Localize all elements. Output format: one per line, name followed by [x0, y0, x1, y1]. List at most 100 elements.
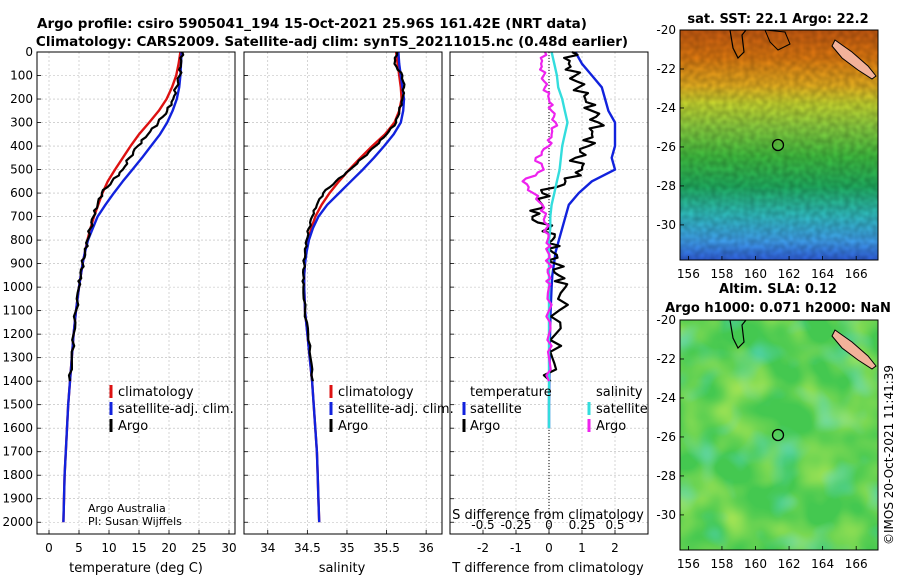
sst-texture — [680, 30, 878, 260]
sst-map-title: sat. SST: 22.1 Argo: 22.2 — [687, 12, 868, 27]
salinity-legend: climatology satellite-adj. clim. Argo — [329, 385, 454, 434]
salinity-lines — [301, 51, 406, 523]
x-tick-label: 25 — [191, 541, 206, 555]
sla-low-anomaly — [680, 320, 878, 550]
x-tick-label: 34 — [260, 541, 275, 555]
y-tick-label: 2000 — [2, 515, 33, 529]
y-tick-label: 1200 — [2, 327, 33, 341]
map-y-tick-label: -28 — [656, 179, 676, 193]
y-tick-label: 200 — [10, 92, 33, 106]
legend-label-t-argo: Argo — [470, 419, 500, 434]
sla-coastline — [729, 320, 747, 350]
map-x-tick-label: 160 — [744, 557, 767, 571]
legend-label-s-sat: satellite — [596, 402, 648, 417]
map-y-tick-label: -20 — [656, 23, 676, 37]
salinity-xlabel: salinity — [319, 561, 366, 576]
map-y-tick-label: -22 — [656, 352, 676, 366]
y-tick-label: 1300 — [2, 351, 33, 365]
sst-frame — [679, 29, 879, 261]
x-tick-label: 20 — [161, 541, 176, 555]
sst-coastline-2 — [764, 30, 791, 51]
map-y-tick-label: -28 — [656, 469, 676, 483]
legend-label-clim: climatology — [118, 385, 194, 400]
y-tick-label: 1900 — [2, 492, 33, 506]
series-line-argo — [67, 51, 185, 382]
x-tick-label: 30 — [221, 541, 236, 555]
legend-label-t-sat: satellite — [470, 402, 522, 417]
legend-label-argo: Argo — [338, 419, 368, 434]
difference-lines — [521, 51, 617, 429]
map-x-tick-label: 164 — [811, 557, 834, 571]
sst-profile-marker — [771, 138, 785, 152]
map-y-tick-label: -30 — [656, 218, 676, 232]
salinity-frame — [243, 51, 443, 535]
temperature-legend: climatology satellite-adj. clim. Argo — [109, 385, 234, 434]
y-tick-label: 100 — [10, 69, 33, 83]
map-x-tick-label: 166 — [845, 267, 868, 281]
x-tick-label: 0 — [545, 541, 553, 555]
temperature-frame — [36, 51, 236, 535]
x-tick-label: 1 — [578, 541, 586, 555]
x-tick-label: 2 — [611, 541, 619, 555]
x-tick-label: 15 — [131, 541, 146, 555]
series-line-t-argo — [529, 51, 605, 383]
x-tick-label: 5 — [75, 541, 83, 555]
salinity-ticks: 34 34.5 35 35.5 36 — [244, 51, 434, 555]
series-line-argo — [301, 51, 406, 382]
difference-ticks: -2 -1 0 1 2 -0.5 -0.25 0 0.25 0.5 — [450, 51, 625, 555]
map-x-tick-label: 160 — [744, 267, 767, 281]
sst-ticks: 156 158 160 162 164 166 -20 -22 -24 -26 -28 -30 — [656, 23, 867, 281]
x2-tick-label: -0.5 — [471, 518, 494, 532]
new-caledonia-island — [831, 329, 877, 370]
y-tick-label: 1600 — [2, 421, 33, 435]
map-y-tick-label: -26 — [656, 140, 676, 154]
series-line-s-argo — [521, 51, 559, 382]
map-y-tick-label: -24 — [656, 391, 676, 405]
map-y-tick-label: -24 — [656, 101, 676, 115]
difference-legend: temperature satellite Argo salinity sate… — [462, 385, 648, 434]
map-y-tick-label: -22 — [656, 62, 676, 76]
timestamp: ©IMOS 20-Oct-2021 11:41:39 — [882, 365, 896, 545]
x2-tick-label: 0.5 — [605, 518, 624, 532]
y-tick-label: 600 — [10, 186, 33, 200]
x2-tick-label: 0 — [545, 518, 553, 532]
y-tick-label: 800 — [10, 233, 33, 247]
sla-profile-marker — [771, 428, 785, 442]
legend-label-clim: climatology — [338, 385, 414, 400]
sst-coastline — [729, 30, 747, 60]
temperature-panel: 0100200300400500600700800900100011001200… — [2, 45, 236, 576]
map-x-tick-label: 158 — [710, 267, 733, 281]
y-tick-label: 0 — [25, 45, 33, 59]
x-tick-label: 34.5 — [294, 541, 321, 555]
y-tick-label: 300 — [10, 116, 33, 130]
y-tick-label: 1800 — [2, 468, 33, 482]
series-line-satellite-adj — [303, 51, 406, 523]
sla-map-title-1: Altim. SLA: 0.12 — [719, 282, 837, 297]
map-x-tick-label: 156 — [677, 267, 700, 281]
legend-label-s-argo: Argo — [596, 419, 626, 434]
series-line-s-satellite — [547, 51, 569, 429]
sla-frame — [679, 319, 879, 551]
y-tick-label: 1500 — [2, 398, 33, 412]
map-x-tick-label: 162 — [778, 267, 801, 281]
temperature-xlabel: temperature (deg C) — [69, 561, 203, 576]
sla-map-title-2: Argo h1000: 0.071 h2000: NaN — [665, 301, 891, 316]
map-x-tick-label: 158 — [710, 557, 733, 571]
difference-panel: -2 -1 0 1 2 -0.5 -0.25 0 0.25 0.5 S difference fr… — [449, 51, 649, 576]
map-x-tick-label: 156 — [677, 557, 700, 571]
y-tick-label: 1400 — [2, 374, 33, 388]
x2-tick-label: 0.25 — [569, 518, 596, 532]
y-tick-label: 1000 — [2, 280, 33, 294]
map-y-tick-label: -30 — [656, 508, 676, 522]
x2-tick-label: -0.25 — [500, 518, 531, 532]
map-x-tick-label: 164 — [811, 267, 834, 281]
map-y-tick-label: -26 — [656, 430, 676, 444]
title-line-1: Argo profile: csiro 5905041_194 15-Oct-2… — [37, 16, 587, 32]
y-tick-label: 400 — [10, 139, 33, 153]
temperature-lines — [62, 51, 185, 523]
map-x-tick-label: 166 — [845, 557, 868, 571]
y-tick-label: 900 — [10, 257, 33, 271]
sst-map: sat. SST: 22.1 Argo: 22.2 156 158 160 162 16… — [656, 12, 879, 281]
x-tick-label: 35 — [339, 541, 354, 555]
